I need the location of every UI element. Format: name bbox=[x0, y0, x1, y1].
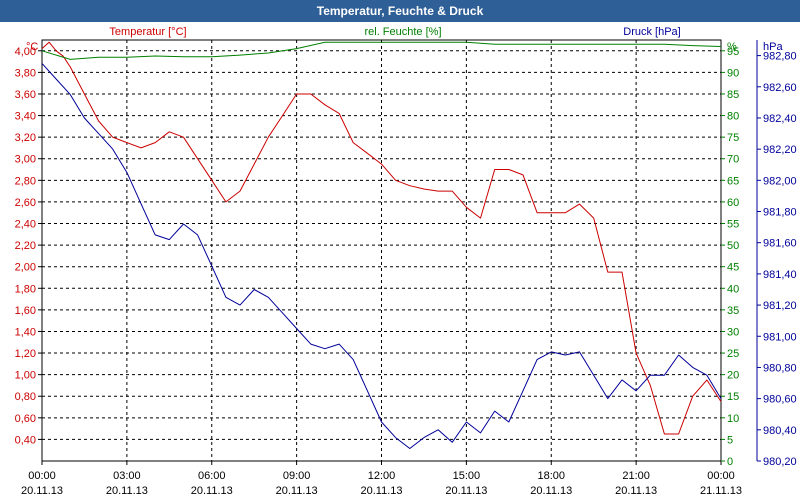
x-tick-time-label: 03:00 bbox=[113, 470, 141, 482]
pressure-tick-label: 982,40 bbox=[763, 113, 797, 125]
temperature-tick-label: 2,20 bbox=[15, 240, 36, 252]
x-tick-date-label: 20.11.13 bbox=[191, 485, 233, 497]
humidity-tick-label: 45 bbox=[727, 262, 739, 274]
pressure-tick-label: 980,40 bbox=[763, 425, 797, 437]
axis-layer: 00:00 20.11.13 03:00 20.11.13 06:00 20.11.13 0… bbox=[15, 26, 797, 497]
temperature-tick-label: 0,80 bbox=[15, 391, 36, 403]
x-tick-date-label: 20.11.13 bbox=[615, 485, 657, 497]
humidity-tick-label: 35 bbox=[727, 305, 739, 317]
temperature-series-line bbox=[41, 41, 722, 435]
x-tick-date-label: 20.11.13 bbox=[106, 485, 148, 497]
humidity-series-line bbox=[41, 41, 722, 60]
humidity-tick-label: 60 bbox=[727, 197, 739, 209]
temperature-tick-label: 0,60 bbox=[15, 413, 36, 425]
pressure-tick-label: 980,60 bbox=[763, 394, 797, 406]
pressure-tick-label: 981,80 bbox=[763, 207, 797, 219]
x-tick-time-label: 18:00 bbox=[537, 470, 565, 482]
humidity-tick-label: 25 bbox=[727, 348, 739, 360]
pressure-axis-label: Druck [hPa] bbox=[623, 26, 680, 38]
humidity-tick-label: 85 bbox=[727, 89, 739, 101]
humidity-tick-label: 95 bbox=[727, 46, 739, 58]
temperature-tick-label: 1,00 bbox=[15, 370, 36, 382]
x-tick-time-label: 00:00 bbox=[28, 470, 56, 482]
pressure-tick-label: 980,80 bbox=[763, 362, 797, 374]
humidity-tick-label: 65 bbox=[727, 175, 739, 187]
x-tick-time-label: 15:00 bbox=[453, 470, 481, 482]
grid-layer bbox=[41, 39, 722, 462]
temperature-tick-label: 4,00 bbox=[15, 46, 36, 58]
pressure-tick-label: 981,00 bbox=[763, 331, 797, 343]
pressure-series-line bbox=[41, 63, 722, 449]
temperature-tick-label: 3,20 bbox=[15, 132, 36, 144]
humidity-tick-label: 5 bbox=[727, 434, 733, 446]
temperature-tick-label: 2,00 bbox=[15, 262, 36, 274]
temperature-tick-label: 1,60 bbox=[15, 305, 36, 317]
humidity-tick-label: 70 bbox=[727, 154, 739, 166]
temperature-tick-label: 1,80 bbox=[15, 283, 36, 295]
humidity-unit: % bbox=[727, 41, 737, 53]
humidity-tick-label: 30 bbox=[727, 326, 739, 338]
humidity-tick-label: 0 bbox=[727, 456, 733, 468]
temperature-tick-label: 2,40 bbox=[15, 219, 36, 231]
chart-title: Temperatur, Feuchte & Druck bbox=[0, 0, 800, 22]
pressure-tick-label: 982,20 bbox=[763, 144, 797, 156]
temperature-axis-label: Temperatur [°C] bbox=[109, 26, 186, 38]
temperature-tick-label: 0,40 bbox=[15, 434, 36, 446]
humidity-tick-label: 40 bbox=[727, 283, 739, 295]
pressure-tick-label: 981,40 bbox=[763, 269, 797, 281]
x-tick-time-label: 06:00 bbox=[198, 470, 226, 482]
humidity-axis-label: rel. Feuchte [%] bbox=[364, 26, 441, 38]
temperature-tick-label: 3,80 bbox=[15, 67, 36, 79]
x-tick-time-label: 21:00 bbox=[622, 470, 650, 482]
humidity-tick-label: 15 bbox=[727, 391, 739, 403]
pressure-tick-label: 981,20 bbox=[763, 300, 797, 312]
x-tick-date-label: 20.11.13 bbox=[445, 485, 487, 497]
temperature-tick-label: 3,40 bbox=[15, 111, 36, 123]
x-tick-date-label: 20.11.13 bbox=[21, 485, 63, 497]
humidity-tick-label: 10 bbox=[727, 413, 739, 425]
pressure-tick-label: 982,80 bbox=[763, 51, 797, 63]
x-tick-time-label: 00:00 bbox=[707, 470, 735, 482]
series-layer bbox=[41, 41, 722, 449]
pressure-tick-label: 980,20 bbox=[763, 456, 797, 468]
humidity-tick-label: 80 bbox=[727, 111, 739, 123]
x-tick-date-label: 20.11.13 bbox=[276, 485, 318, 497]
temperature-tick-label: 2,60 bbox=[15, 197, 36, 209]
humidity-tick-label: 75 bbox=[727, 132, 739, 144]
x-tick-date-label: 20.11.13 bbox=[360, 485, 402, 497]
x-tick-time-label: 12:00 bbox=[368, 470, 396, 482]
humidity-tick-label: 50 bbox=[727, 240, 739, 252]
pressure-unit: hPa bbox=[763, 41, 783, 53]
temperature-tick-label: 2,80 bbox=[15, 175, 36, 187]
x-tick-time-label: 09:00 bbox=[283, 470, 311, 482]
pressure-tick-label: 981,60 bbox=[763, 238, 797, 250]
humidity-tick-label: 20 bbox=[727, 370, 739, 382]
x-tick-date-label: 21.11.13 bbox=[700, 485, 742, 497]
temperature-tick-label: 3,00 bbox=[15, 154, 36, 166]
temperature-tick-label: 1,20 bbox=[15, 348, 36, 360]
humidity-tick-label: 90 bbox=[727, 67, 739, 79]
pressure-tick-label: 982,00 bbox=[763, 175, 797, 187]
humidity-tick-label: 55 bbox=[727, 219, 739, 231]
pressure-tick-label: 982,60 bbox=[763, 82, 797, 94]
temperature-tick-label: 1,40 bbox=[15, 326, 36, 338]
x-tick-date-label: 20.11.13 bbox=[530, 485, 572, 497]
temperature-unit: °C bbox=[26, 41, 38, 53]
temperature-tick-label: 3,60 bbox=[15, 89, 36, 101]
